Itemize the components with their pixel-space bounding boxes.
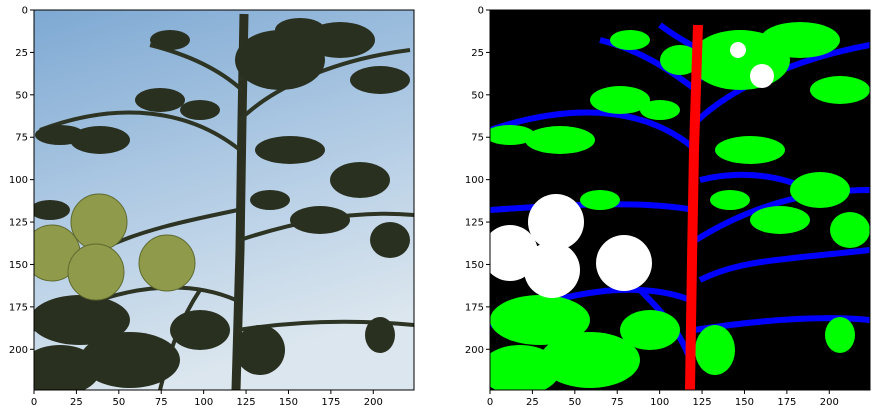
photo-ytick-label: 150: [9, 260, 28, 271]
photo-panel: [34, 10, 414, 390]
photo-xtick-label: 50: [112, 397, 125, 408]
photo-ytick-label: 200: [9, 345, 28, 356]
photo-ytick-label: 50: [15, 90, 28, 101]
photo-ytick-label: 100: [9, 175, 28, 186]
segmentation-ytick-label: 150: [465, 260, 484, 271]
segmentation-ytick-label: 75: [471, 133, 484, 144]
photo-ytick-label: 25: [15, 48, 28, 59]
segmentation-xtick-label: 200: [820, 397, 839, 408]
segmentation-xtick-label: 25: [526, 397, 539, 408]
photo-xtick-label: 25: [70, 397, 83, 408]
photo-ytick-label: 0: [22, 6, 28, 17]
photo-xtick-label: 175: [321, 397, 340, 408]
segmentation-ytick-label: 50: [471, 90, 484, 101]
photo-ytick-label: 175: [9, 302, 28, 313]
photo-xtick-label: 100: [194, 397, 213, 408]
segmentation-ytick-label: 100: [465, 175, 484, 186]
segmentation-xtick-label: 100: [650, 397, 669, 408]
segmentation-frame: [489, 9, 871, 391]
segmentation-xtick-label: 150: [735, 397, 754, 408]
segmentation-ytick-label: 0: [478, 6, 484, 17]
segmentation-panel: [490, 10, 870, 390]
mask-main-stem: [685, 24, 703, 390]
segmentation-axis-ticks: 0 0 25 25 50 50 75 75 100 100 125 125 150 150 175 175 20…: [465, 6, 839, 409]
segmentation-xtick-label: 0: [487, 397, 493, 408]
photo-ytick-label: 125: [9, 218, 28, 229]
photo-frame: [33, 9, 415, 391]
photo-xtick-label: 125: [237, 397, 256, 408]
mask-leaves: [490, 22, 870, 390]
segmentation-xtick-label: 50: [568, 397, 581, 408]
photo-axis-ticks: 0 0 25 25 50 50 75 75 100 100 125 125 150 150 175 175 20…: [9, 6, 383, 409]
segmentation-ytick-label: 125: [465, 218, 484, 229]
segmentation-ytick-label: 25: [471, 48, 484, 59]
photo-xtick-label: 75: [155, 397, 168, 408]
photo-fruits: [34, 193, 196, 301]
photo-xtick-label: 200: [364, 397, 383, 408]
mask-fruits: [490, 42, 774, 298]
segmentation-xtick-label: 75: [611, 397, 624, 408]
photo-xtick-label: 0: [31, 397, 37, 408]
segmentation-ytick-label: 175: [465, 302, 484, 313]
segmentation-xtick-label: 125: [693, 397, 712, 408]
photo-ytick-label: 75: [15, 133, 28, 144]
photo-xtick-label: 150: [279, 397, 298, 408]
segmentation-ytick-label: 200: [465, 345, 484, 356]
photo-leaves: [34, 18, 410, 390]
segmentation-xtick-label: 175: [777, 397, 796, 408]
